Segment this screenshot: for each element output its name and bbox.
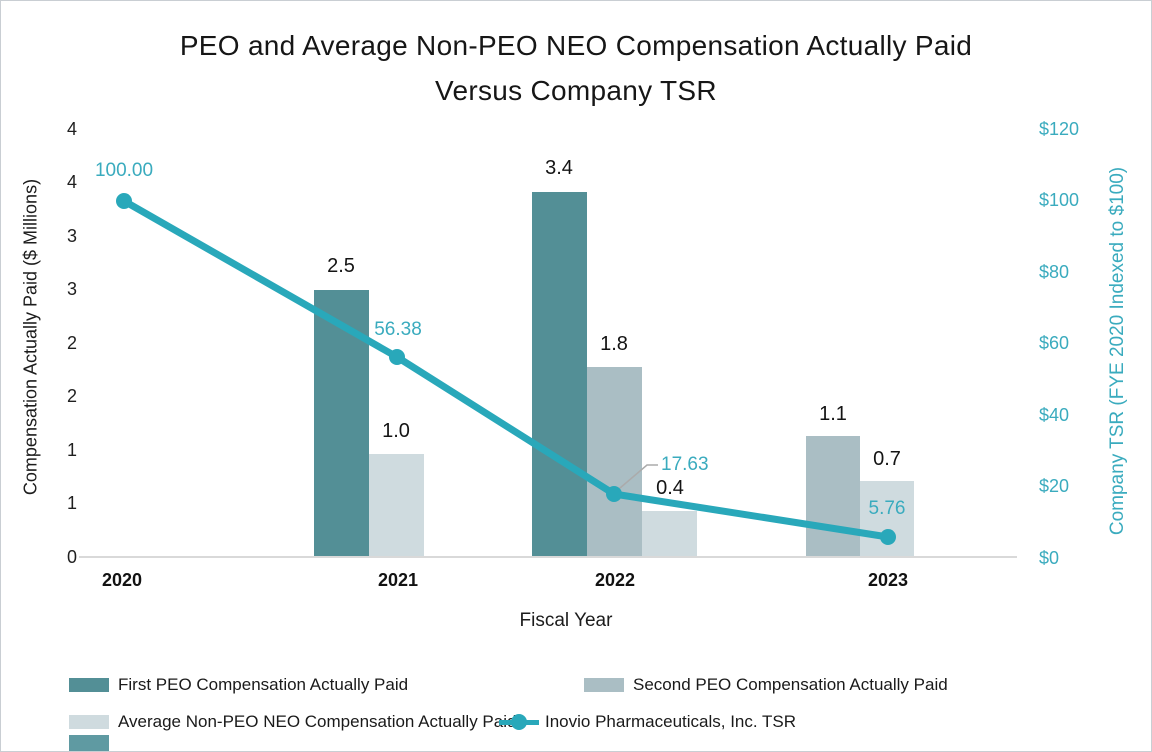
- legend-item-first-peo: First PEO Compensation Actually Paid: [69, 675, 408, 695]
- tsr-value-label: 100.00: [94, 160, 154, 181]
- bar-value-label: 0.7: [873, 448, 901, 470]
- legend-swatch-second-peo: [584, 678, 624, 692]
- bar-second-peo-2022: [587, 367, 642, 556]
- legend-swatch-avg-non-peo: [69, 715, 109, 729]
- left-axis-tick: 4: [66, 172, 77, 192]
- tsr-point-2021: [389, 349, 405, 365]
- tsr-value-label: 17.63: [661, 454, 709, 475]
- tsr-point-2022: [606, 486, 622, 502]
- bar-value-label: 3.4: [545, 157, 573, 179]
- left-axis-tick: 3: [66, 279, 77, 299]
- bar-value-label: 1.0: [382, 420, 410, 442]
- legend-item-avg-non-peo: Average Non-PEO NEO Compensation Actuall…: [69, 712, 516, 732]
- right-axis-tick: $60: [1039, 333, 1070, 353]
- tsr-line: [120, 197, 892, 541]
- left-axis-tick: 0: [66, 547, 77, 567]
- right-axis-tick: $100: [1039, 190, 1080, 210]
- tsr-point-2020: [116, 193, 132, 209]
- bar-avg-non-peo-2022: [642, 511, 697, 556]
- chart-title-line1: PEO and Average Non-PEO NEO Compensation…: [179, 30, 973, 61]
- chart-title-line2: Versus Company TSR: [435, 75, 717, 106]
- legend-label-second-peo: Second PEO Compensation Actually Paid: [633, 675, 948, 694]
- tsr-value-label: 5.76: [868, 498, 906, 519]
- left-axis-tick: 1: [66, 440, 77, 460]
- left-axis-tick: 2: [66, 333, 77, 353]
- callout-leader-line: [612, 464, 658, 495]
- legend-label-avg-non-peo: Average Non-PEO NEO Compensation Actuall…: [118, 712, 517, 731]
- bar-avg-non-peo-2021: [369, 454, 424, 556]
- bar-value-label: 1.8: [600, 333, 628, 355]
- tsr-value-label: 56.38: [374, 319, 422, 340]
- right-axis-tick: $0: [1039, 548, 1060, 568]
- chart-title: PEO and Average Non-PEO NEO Compensation…: [1, 23, 1151, 113]
- left-axis-tick: 2: [66, 386, 77, 406]
- legend-swatch-first-peo: [69, 678, 109, 692]
- bar-value-label: 2.5: [327, 255, 355, 277]
- x-axis-title: Fiscal Year: [519, 610, 613, 631]
- legend-line-marker-icon: [499, 714, 539, 730]
- left-axis-tick: 1: [66, 493, 77, 513]
- left-axis-tick: 4: [66, 119, 77, 139]
- x-tick-2020: 2020: [101, 570, 143, 590]
- legend-label-first-peo: First PEO Compensation Actually Paid: [118, 675, 409, 694]
- bar-first-peo-2022: [532, 192, 587, 556]
- right-axis-tick: $80: [1039, 262, 1070, 282]
- bar-value-label: 1.1: [819, 403, 847, 425]
- bar-value-label: 0.4: [656, 477, 684, 499]
- x-tick-2023: 2023: [867, 570, 909, 590]
- right-axis-tick: $120: [1039, 119, 1080, 139]
- right-axis-tick: $40: [1039, 405, 1070, 425]
- legend-item-second-peo: Second PEO Compensation Actually Paid: [584, 675, 948, 695]
- left-axis-tick: 3: [66, 226, 77, 246]
- legend-label-tsr: Inovio Pharmaceuticals, Inc. TSR: [545, 712, 797, 731]
- x-tick-2021: 2021: [377, 570, 419, 590]
- x-tick-2022: 2022: [594, 570, 636, 590]
- right-axis-tick: $20: [1039, 476, 1070, 496]
- tsr-point-2023: [880, 529, 896, 545]
- x-axis-line: [79, 556, 1017, 558]
- legend-swatch-partial: [69, 735, 109, 751]
- legend-item-tsr: Inovio Pharmaceuticals, Inc. TSR: [499, 712, 796, 732]
- bar-second-peo-2023: [806, 436, 860, 556]
